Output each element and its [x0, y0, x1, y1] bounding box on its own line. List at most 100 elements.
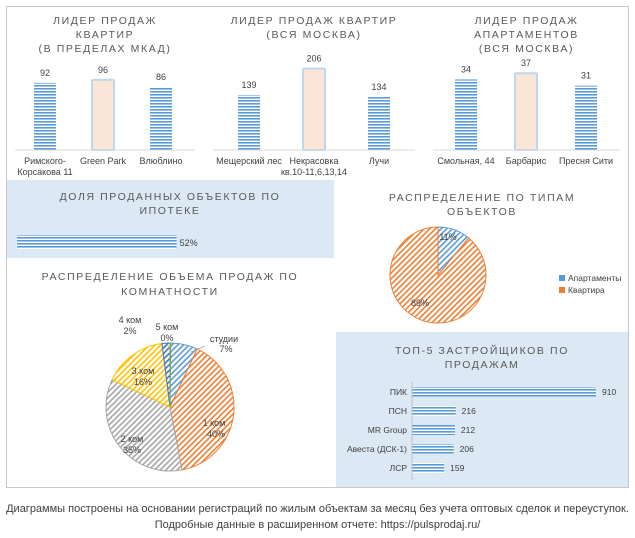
pie-value-label: 2%	[123, 326, 136, 336]
category-label: Некрасовка	[290, 156, 339, 166]
panel-object-types: РАСПРЕДЕЛЕНИЕ ПО ТИПАМ ОБЪЕКТОВ 11% 89% Апар…	[336, 180, 628, 330]
developer-bar	[412, 463, 445, 473]
pie-slice	[169, 348, 235, 471]
pie-value-label: 7%	[219, 344, 232, 354]
pie-category-label: 4 ком	[119, 315, 142, 325]
developer-bar	[412, 387, 596, 397]
chart-title-line: ИПОТЕКЕ	[140, 205, 201, 217]
chart-title-line: ОБЪЕКТОВ	[447, 206, 517, 218]
category-label: Корсакова 11	[17, 167, 72, 177]
bar-value-label: 86	[156, 72, 166, 82]
category-label: Римского-	[24, 156, 66, 166]
chart-leader-apartments: ЛИДЕР ПРОДАЖ АПАРТАМЕНТОВ (ВСЯ МОСКВА) 34 См…	[433, 15, 620, 166]
footer-line-2: Подробные данные в расширенном отчете: h…	[154, 519, 481, 531]
chart-title-line: ЛИДЕР ПРОДАЖ	[475, 15, 579, 27]
pie-category-label: студии	[210, 334, 238, 344]
leader-line	[190, 345, 206, 353]
pie-slice	[389, 226, 487, 324]
pie-value-label: 0%	[160, 333, 173, 343]
chart-leader-mkad: ЛИДЕР ПРОДАЖ КВАРТИР (В ПРЕДЕЛАХ МКАД) 92 Ри…	[15, 15, 195, 177]
bar	[238, 95, 260, 150]
chart-title-line: КВАРТИР	[76, 29, 134, 41]
bar-value-label: 206	[306, 54, 321, 64]
bar-value-label: 96	[98, 65, 108, 75]
bar-highlight	[302, 67, 326, 151]
footer-line-1: Диаграммы построены на основании регистр…	[6, 503, 629, 515]
panel-top-developers: ТОП-5 ЗАСТРОЙЩИКОВ ПО ПРОДАЖАМ ПИК 910 ПСН 21…	[336, 332, 628, 487]
pie-slice	[105, 379, 183, 472]
pie-value-label: 16%	[134, 377, 152, 387]
bar-highlight	[91, 78, 115, 151]
developer-value-label: 910	[602, 387, 616, 397]
chart-title-line: РАСПРЕДЕЛЕНИЕ ПО ТИПАМ	[389, 192, 575, 204]
developer-value-label: 212	[461, 425, 475, 435]
category-label: кв.10-11,6,13,14	[281, 167, 347, 177]
pie-slice	[169, 342, 172, 408]
category-label: Лучи	[369, 156, 389, 166]
chart-title-line: (В ПРЕДЕЛАХ МКАД)	[39, 43, 172, 55]
pie-category-label: 3 ком	[132, 366, 155, 376]
bar	[455, 79, 477, 150]
developer-bar	[412, 425, 455, 435]
bar-highlight	[514, 72, 538, 151]
bar	[575, 85, 597, 150]
chart-top-developers: ТОП-5 ЗАСТРОЙЩИКОВ ПО ПРОДАЖАМ ПИК 910 ПСН 21…	[347, 344, 616, 480]
pie-slice	[111, 342, 171, 408]
pie-value-label: 35%	[123, 445, 141, 455]
bar	[368, 97, 390, 150]
pie-category-label: 1 ком	[203, 418, 226, 428]
bar-value-label: 37	[521, 58, 531, 68]
chart-title-line: (ВСЯ МОСКВА)	[266, 29, 361, 41]
chart-title-line: РАСПРЕДЕЛЕНИЕ ОБЪЕМА ПРОДАЖ ПО	[42, 271, 299, 283]
chart-title-line: ЛИДЕР ПРОДАЖ	[53, 15, 157, 27]
dashboard-frame	[6, 6, 629, 488]
pie-value-label: 89%	[411, 298, 429, 308]
chart-object-types: РАСПРЕДЕЛЕНИЕ ПО ТИПАМ ОБЪЕКТОВ 11% 89% Апар…	[389, 192, 621, 324]
category-label: Влюблино	[139, 156, 182, 166]
category-label: Смольная, 44	[437, 156, 494, 166]
chart-title-line: ТОП-5 ЗАСТРОЙЩИКОВ ПО	[395, 344, 569, 357]
developer-bar	[412, 444, 454, 454]
chart-title-line: КОМНАТНОСТИ	[121, 286, 219, 298]
category-label: Green Park	[80, 156, 127, 166]
developer-label: ПСН	[389, 406, 407, 416]
panel-leader-mkad: ЛИДЕР ПРОДАЖ КВАРТИР (В ПРЕДЕЛАХ МКАД) 92 Ри…	[7, 7, 203, 178]
developer-label: MR Group	[368, 425, 407, 435]
panel-mortgage-share: ДОЛЯ ПРОДАННЫХ ОБЪЕКТОВ ПО ИПОТЕКЕ 52%	[7, 180, 334, 258]
footer-note: Диаграммы построены на основании регистр…	[0, 501, 635, 533]
panel-rooms: РАСПРЕДЕЛЕНИЕ ОБЪЕМА ПРОДАЖ ПО КОМНАТНОСТ…	[7, 260, 334, 487]
mortgage-bar	[17, 235, 177, 249]
bar	[34, 82, 56, 150]
bar	[150, 87, 172, 150]
developer-label: ПИК	[390, 387, 407, 397]
developer-label: Авеста (ДСК-1)	[347, 444, 407, 454]
category-label: Барбарис	[506, 156, 547, 166]
bar-value-label: 139	[241, 80, 256, 90]
bar-value-label: 34	[461, 64, 471, 74]
pie-category-label: 2 ком	[121, 434, 144, 444]
developer-label: ЛСР	[390, 463, 408, 473]
legend-swatch	[559, 287, 565, 293]
chart-title-line: ДОЛЯ ПРОДАННЫХ ОБЪЕКТОВ ПО	[60, 191, 281, 203]
chart-title-line: ЛИДЕР ПРОДАЖ КВАРТИР	[231, 15, 398, 27]
chart-rooms: РАСПРЕДЕЛЕНИЕ ОБЪЕМА ПРОДАЖ ПО КОМНАТНОСТ…	[42, 271, 299, 472]
category-label: Мещерский лес	[216, 156, 282, 166]
panel-leader-apartments: ЛИДЕР ПРОДАЖ АПАРТАМЕНТОВ (ВСЯ МОСКВА) 34 См…	[425, 7, 628, 178]
chart-title-line: (ВСЯ МОСКВА)	[479, 43, 574, 55]
bar-value-label: 92	[40, 68, 50, 78]
developer-value-label: 159	[450, 463, 464, 473]
leader-line	[166, 343, 171, 351]
pie-value-label: 40%	[207, 429, 225, 439]
bar-value-label: 31	[581, 71, 591, 81]
mortgage-value-label: 52%	[180, 238, 198, 248]
developer-value-label: 216	[462, 406, 476, 416]
chart-mortgage-share: ДОЛЯ ПРОДАННЫХ ОБЪЕКТОВ ПО ИПОТЕКЕ 52%	[17, 191, 281, 249]
bar-value-label: 134	[371, 82, 386, 92]
pie-category-label: 5 ком	[156, 322, 179, 332]
legend-swatch	[559, 275, 565, 281]
legend-label: Апартаменты	[568, 273, 621, 283]
developer-value-label: 206	[460, 444, 474, 454]
developer-bar	[412, 406, 456, 416]
chart-title-line: АПАРТАМЕНТОВ	[474, 29, 579, 41]
chart-title-line: ПРОДАЖАМ	[445, 359, 520, 371]
